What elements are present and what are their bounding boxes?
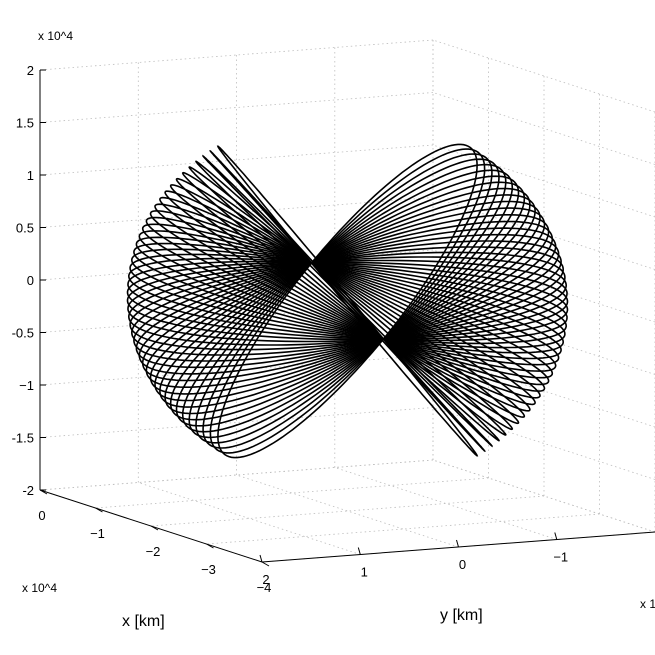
orbit-line-43 <box>216 145 479 457</box>
grid-line-sidewall-z-4 <box>432 249 655 323</box>
z-axis-exponent: x 10^4 <box>38 29 73 43</box>
grid-line-floor-y-2 <box>236 474 459 548</box>
grid-line-floor-x-1 <box>95 477 489 509</box>
y-tick-label: 1 <box>361 565 368 580</box>
orbit-line-38 <box>181 171 514 431</box>
grid-line-floor-x-3 <box>206 513 600 545</box>
y-tick-label: 0 <box>459 557 466 572</box>
y-tick-1 <box>357 547 361 555</box>
grid-line-sidewall-z-7 <box>432 407 655 480</box>
grid-line-sidewall-z-0 <box>432 39 655 113</box>
grid-line-floor-edge <box>432 459 655 533</box>
x-tick-2 <box>150 525 159 531</box>
grid-line-sidewall-z-5 <box>432 302 655 375</box>
y-tick-label: 2 <box>262 572 269 587</box>
axis-layer <box>39 69 655 567</box>
z-tick-label: 2 <box>27 63 34 78</box>
x-tick-3 <box>206 543 214 549</box>
x-tick-label: −2 <box>146 544 161 559</box>
z-tick-label: −1 <box>19 378 34 393</box>
z-tick-label: 0 <box>27 273 34 288</box>
y-axis-label: y [km] <box>440 607 483 624</box>
y-tick-2 <box>456 539 459 548</box>
grid-line-sidewall-z-1 <box>432 92 655 165</box>
x-axis-exponent: x 10^4 <box>22 581 57 595</box>
x-axis-label: x [km] <box>122 613 165 630</box>
x-tick-label: −4 <box>257 580 272 595</box>
grid-line-sidewall-z-6 <box>432 354 655 428</box>
y-tick-label: −1 <box>553 550 568 565</box>
z-tick-label: 1 <box>27 168 34 183</box>
x-tick-label: −1 <box>90 526 105 541</box>
y-tick-0 <box>259 554 263 563</box>
x-tick-label: −3 <box>201 562 216 577</box>
z-tick-label: -1.5 <box>12 431 34 446</box>
grid-line-floor-x-2 <box>150 495 545 527</box>
grid-line-sidewall-z-2 <box>432 144 655 218</box>
grid-line-floor-y-3 <box>334 467 557 540</box>
grid-line-floor-y-1 <box>138 482 361 555</box>
x-tick-4 <box>261 561 270 567</box>
x-tick-0 <box>39 489 48 495</box>
y-axis-exponent: x 10^4 <box>640 597 655 611</box>
z-tick-label: -2 <box>22 483 34 498</box>
z-tick-label: 1.5 <box>16 116 34 131</box>
x-tick-1 <box>95 507 103 513</box>
label-layer: x 10^4 x 10^4 x 10^4 x [km] y [km] 2 1.5 1… <box>12 29 655 630</box>
z-tick-label: 0.5 <box>16 221 34 236</box>
x-tick-label: 0 <box>38 508 45 523</box>
y-tick-3 <box>554 532 558 540</box>
z-tick-label: -0.5 <box>12 326 34 341</box>
grid-line-sidewall-z-3 <box>432 197 655 270</box>
orbit-layer <box>126 143 569 459</box>
